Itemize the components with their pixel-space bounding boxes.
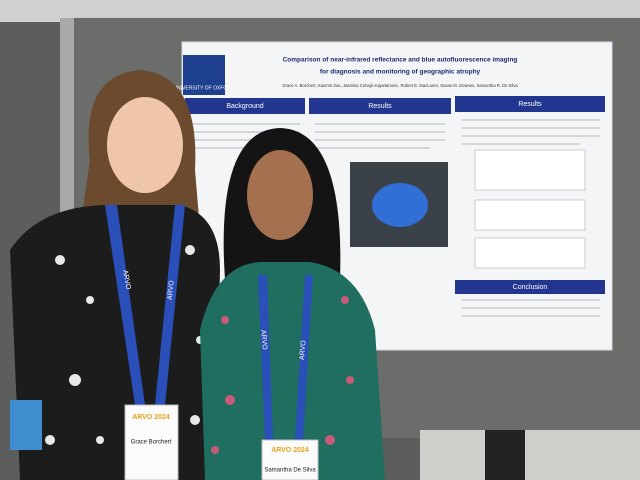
- poster-title: Comparison of near-infrared reflectance …: [283, 57, 518, 64]
- section-title: Conclusion: [513, 284, 548, 291]
- lanyard: [105, 205, 145, 405]
- oxford-logo: [183, 55, 225, 95]
- section-title: Results: [368, 103, 392, 110]
- lanyard: [258, 275, 273, 440]
- section-title: Results: [518, 101, 542, 108]
- face: [107, 97, 183, 193]
- institution: UNIVERSITY OF OXFORD: [173, 85, 234, 91]
- ceiling: [0, 0, 640, 22]
- blouse: [200, 262, 385, 480]
- leg: [485, 430, 525, 480]
- blouse-pattern: [211, 296, 354, 454]
- bag: [10, 400, 42, 450]
- face: [247, 150, 313, 240]
- badge: [124, 404, 179, 480]
- section-header: [309, 98, 451, 114]
- badge-event: ARVO 2024: [132, 414, 170, 421]
- dress-pattern: [45, 245, 204, 445]
- section-header: [455, 280, 605, 294]
- lanyard-text: ARVO: [121, 269, 131, 290]
- lanyard: [155, 205, 185, 405]
- plot: [474, 199, 586, 231]
- section-header: [455, 96, 605, 112]
- badge-event: ARVO 2024: [271, 447, 309, 454]
- lanyard-text: ARVO: [299, 340, 308, 361]
- floor: [420, 430, 640, 480]
- plot: [474, 149, 586, 191]
- plot: [474, 237, 586, 269]
- lanyard-text: ARVO: [259, 330, 268, 351]
- lanyard-text: ARVO: [167, 280, 176, 301]
- section-title: Background: [226, 103, 263, 110]
- atrophy-region: [372, 183, 428, 227]
- poster-authors: Grace A. Borchert, Kanmin Xue, Jasmina C…: [282, 83, 518, 88]
- badge-name: Samantha De Silva: [264, 468, 316, 474]
- poster-title: for diagnosis and monitoring of geograph…: [320, 69, 481, 76]
- section-header: [185, 98, 305, 114]
- badge: [261, 439, 319, 480]
- badge-name: Grace Borchert: [131, 440, 172, 446]
- lanyard: [295, 275, 313, 440]
